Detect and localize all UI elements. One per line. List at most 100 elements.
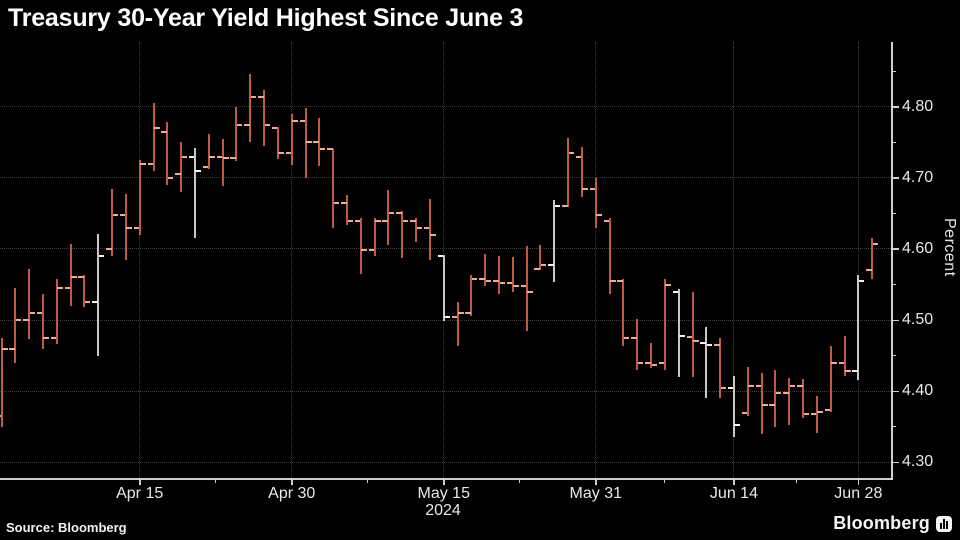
ohlc-open-tick: [838, 361, 845, 364]
x-axis-minor-tick: [215, 478, 217, 483]
ohlc-bar: [83, 275, 86, 308]
ohlc-close-tick: [333, 201, 340, 204]
y-tick-label: 4.50: [902, 311, 934, 329]
ohlc-bar: [332, 149, 335, 229]
ohlc-close-tick: [140, 162, 146, 165]
y-axis-title: Percent: [941, 218, 958, 277]
x-axis-tick: [595, 478, 597, 485]
ohlc-close-tick: [112, 213, 119, 216]
ohlc-open-tick: [479, 277, 485, 280]
y-tick-label: 4.40: [902, 382, 934, 400]
ohlc-bar: [346, 194, 348, 226]
ohlc-bar: [456, 302, 459, 347]
ohlc-bar: [553, 199, 556, 283]
ohlc-close-tick: [167, 176, 174, 179]
ohlc-close-tick: [15, 319, 22, 322]
ohlc-close-tick: [706, 343, 713, 346]
ohlc-bar: [193, 147, 196, 239]
y-axis-minor-tick: [891, 284, 896, 286]
y-axis-tick: [891, 319, 899, 322]
ohlc-bar: [221, 139, 224, 187]
ohlc-bar: [760, 373, 763, 434]
ohlc-close-tick: [582, 187, 588, 190]
ohlc-open-tick: [244, 123, 250, 126]
ohlc-bar: [124, 194, 127, 260]
ohlc-bar: [608, 218, 611, 294]
x-tick-label: Jun 28: [834, 485, 883, 502]
gridline-vertical: [139, 42, 141, 478]
y-axis-minor-tick: [891, 70, 896, 72]
x-axis-tick: [733, 478, 735, 485]
x-axis-minor-tick: [519, 478, 521, 483]
y-axis-tick: [891, 106, 899, 108]
ohlc-open-tick: [575, 155, 582, 158]
ohlc-close-tick: [154, 127, 160, 130]
ohlc-open-tick: [866, 269, 872, 272]
ohlc-bar: [470, 275, 473, 316]
ohlc-close-tick: [775, 391, 782, 394]
ohlc-close-tick: [416, 226, 423, 229]
ohlc-close-tick: [817, 410, 823, 413]
ohlc-bar: [815, 396, 818, 434]
ohlc-close-tick: [554, 205, 561, 208]
y-axis-tick: [891, 177, 899, 179]
ohlc-bar: [0, 337, 3, 427]
ohlc-open-tick: [327, 148, 333, 151]
ohlc-open-tick: [119, 213, 126, 216]
ohlc-open-tick: [396, 212, 402, 215]
ohlc-close-tick: [236, 123, 243, 126]
ohlc-bar: [28, 268, 31, 340]
ohlc-close-tick: [803, 412, 810, 415]
ohlc-close-tick: [623, 336, 630, 339]
ohlc-open-tick: [133, 226, 140, 229]
ohlc-bar: [539, 245, 542, 271]
ohlc-open-tick: [78, 276, 84, 279]
ohlc-close-tick: [637, 361, 644, 364]
ohlc-bar: [276, 126, 279, 159]
ohlc-close-tick: [679, 334, 685, 337]
x-tick-label: Apr 15: [116, 485, 164, 502]
x-axis-tick: [291, 478, 293, 485]
x-axis-minor-tick: [664, 478, 666, 483]
ohlc-open-tick: [755, 385, 762, 388]
x-axis-minor-tick: [367, 478, 369, 483]
ohlc-open-tick: [603, 219, 610, 222]
ohlc-open-tick: [493, 279, 499, 282]
gridline-vertical: [857, 42, 859, 478]
ohlc-close-tick: [831, 361, 837, 364]
x-axis-tick: [139, 478, 141, 485]
ohlc-close-tick: [734, 424, 740, 427]
y-tick-label: 4.30: [902, 453, 934, 471]
ohlc-open-tick: [313, 141, 319, 144]
y-axis-minor-tick: [891, 141, 896, 143]
x-tick-label: May 15: [417, 485, 470, 502]
ohlc-open-tick: [520, 284, 527, 287]
ohlc-bar: [152, 103, 155, 171]
ohlc-bar: [705, 327, 708, 399]
ohlc-bar: [290, 113, 293, 166]
ohlc-open-tick: [534, 267, 540, 270]
x-axis-minor-tick: [795, 478, 797, 483]
ohlc-open-tick: [64, 287, 71, 290]
ohlc-open-tick: [548, 263, 554, 266]
ohlc-open-tick: [9, 347, 15, 350]
ohlc-close-tick: [402, 219, 409, 222]
ohlc-bar: [802, 379, 805, 419]
gridline-horizontal: [0, 319, 891, 321]
source-label: Source: Bloomberg: [6, 520, 127, 535]
ohlc-open-tick: [437, 255, 444, 258]
ohlc-bar: [415, 217, 418, 242]
ohlc-bar: [14, 288, 17, 363]
y-tick-label: 4.60: [902, 239, 934, 257]
ohlc-open-tick: [631, 336, 637, 339]
ohlc-bar: [691, 292, 694, 377]
ohlc-close-tick: [762, 404, 768, 407]
ohlc-open-tick: [230, 156, 236, 159]
ohlc-close-tick: [748, 385, 754, 388]
ohlc-open-tick: [188, 155, 195, 158]
ohlc-open-tick: [562, 205, 568, 208]
ohlc-open-tick: [202, 166, 209, 169]
ohlc-close-tick: [430, 233, 436, 236]
ohlc-open-tick: [382, 219, 388, 222]
